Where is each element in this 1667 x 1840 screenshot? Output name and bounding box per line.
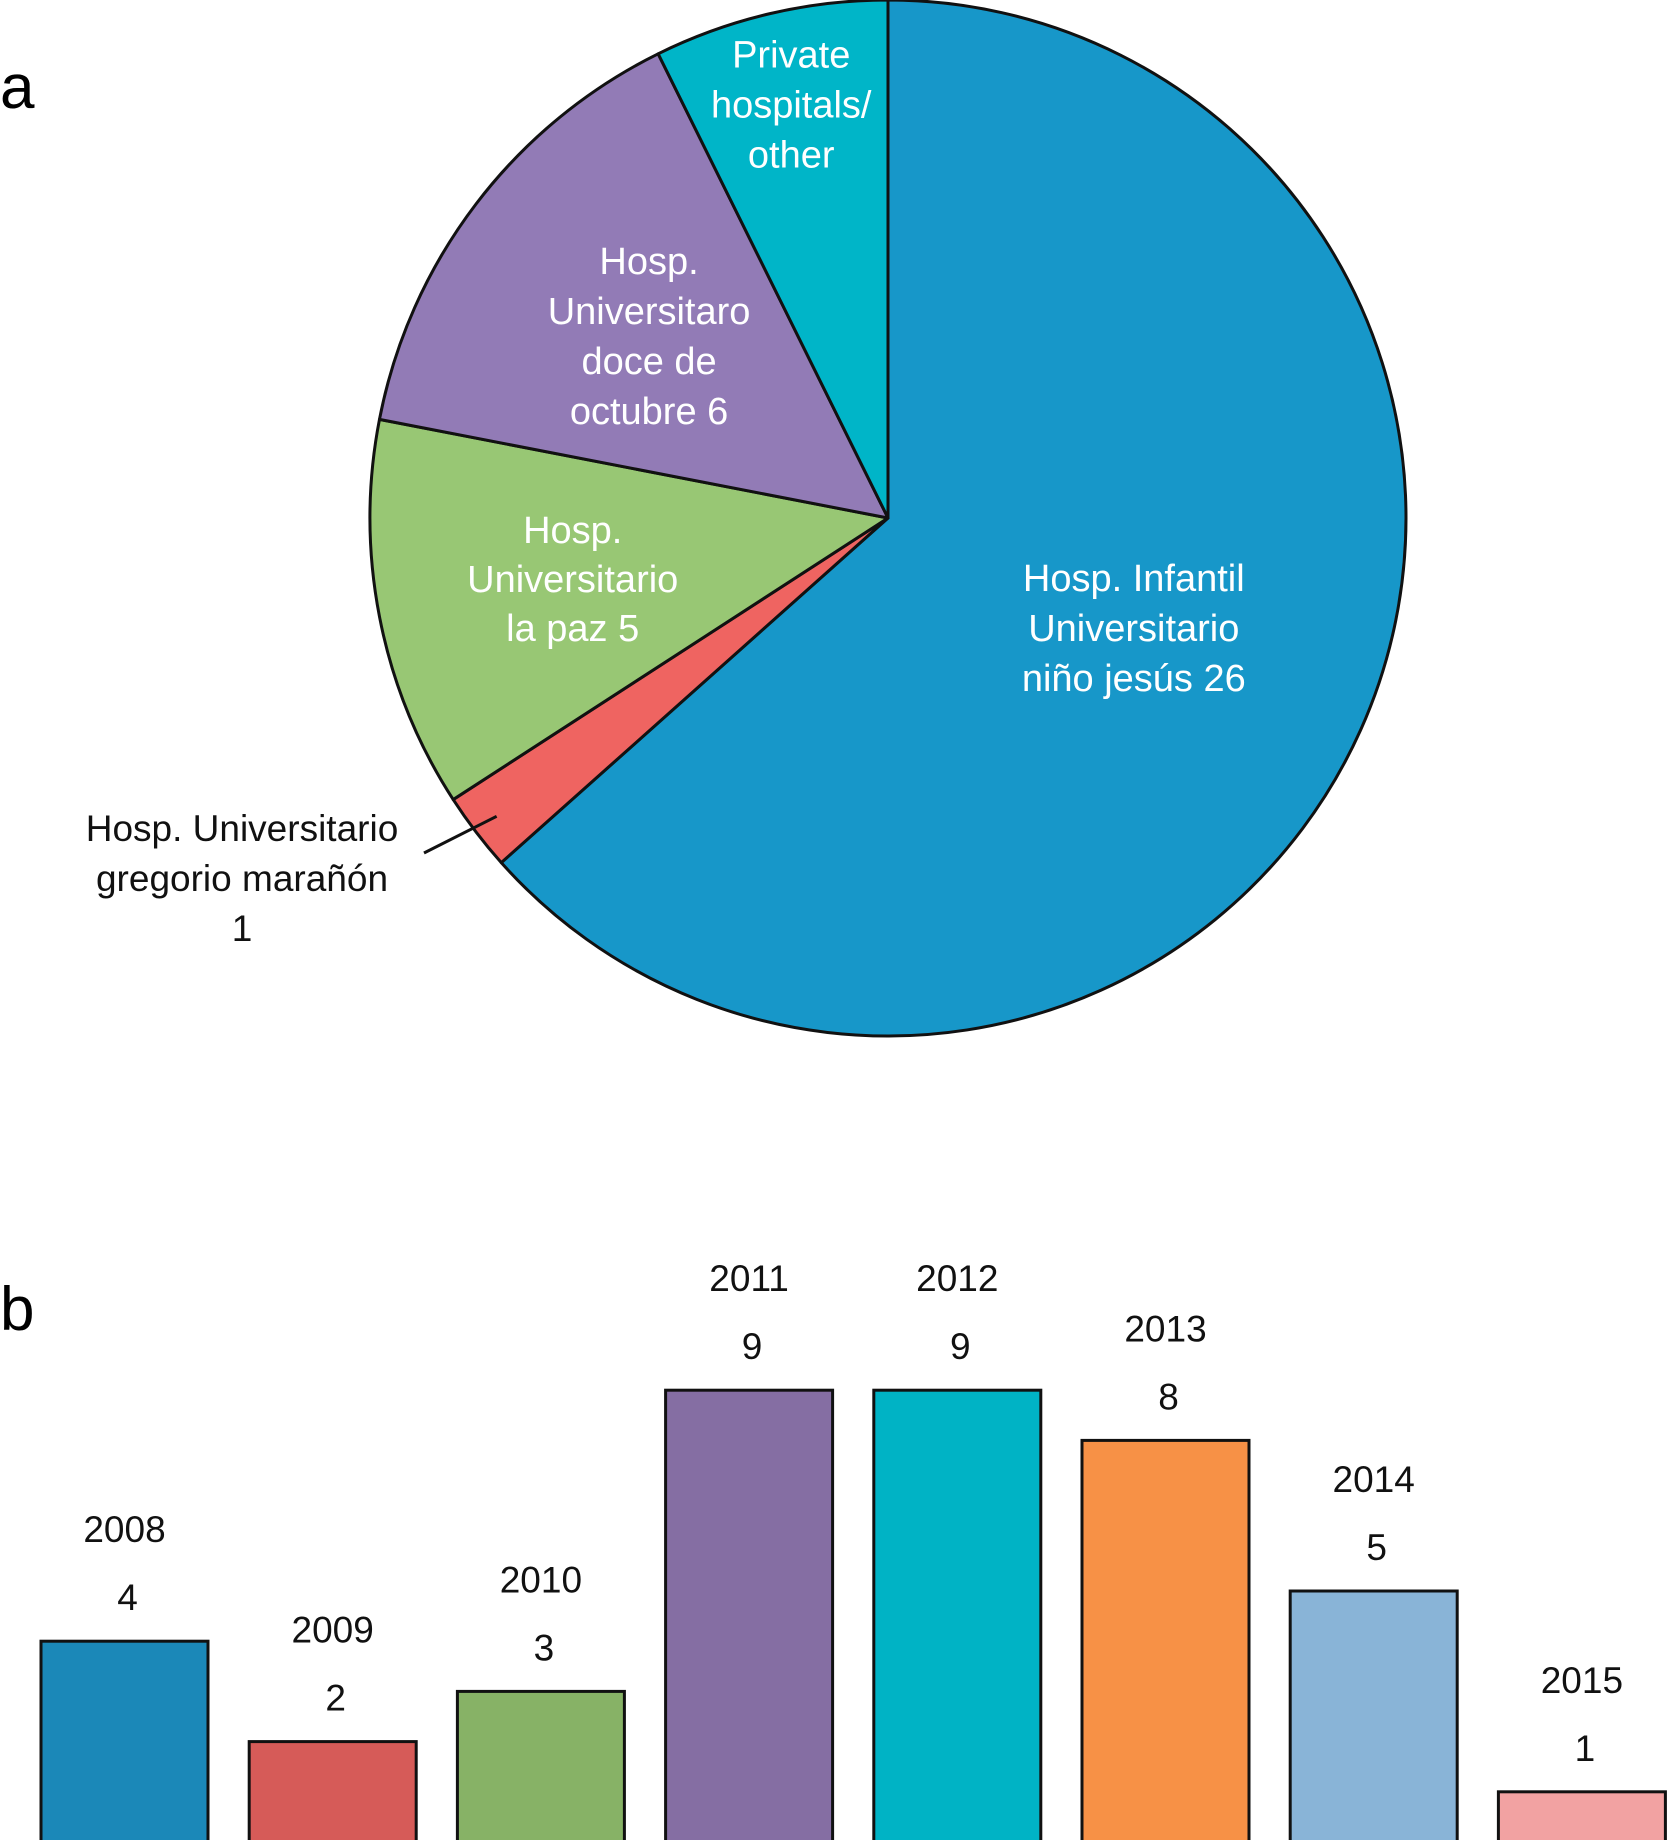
bar-2009 <box>247 1740 418 1840</box>
bar-value-label-2008: 4 <box>117 1577 138 1618</box>
pie-slice-label-4: Private hospitals/other <box>711 34 872 176</box>
pie-chart: Hosp. Infantil Universitario niño jesús 26… <box>86 0 1408 1038</box>
bar-2013 <box>1080 1438 1251 1840</box>
bar-category-label-2009: 2009 <box>292 1610 374 1651</box>
pie-slice-label-1: Hosp. Universitario gregorio marañón 1 <box>86 808 399 949</box>
panel-letter-b: b <box>0 1275 34 1344</box>
bar-category-label-2015: 2015 <box>1541 1660 1623 1701</box>
bar-value-label-2013: 8 <box>1158 1376 1179 1417</box>
pie-slice-3 <box>377 52 890 520</box>
panel-letter-a: a <box>0 53 35 122</box>
pie-slice-2 <box>368 417 890 802</box>
pie-slice-4 <box>656 0 890 520</box>
bar-category-label-2012: 2012 <box>916 1258 998 1299</box>
bar-value-label-2014: 5 <box>1366 1527 1387 1568</box>
pie-leader-line-1 <box>423 814 498 855</box>
bar-value-label-2015: 1 <box>1575 1728 1596 1769</box>
bar-category-label-2013: 2013 <box>1124 1308 1206 1349</box>
bar-2015 <box>1496 1790 1667 1840</box>
bar-2014 <box>1288 1589 1459 1840</box>
pie-slice-label-3: Hosp. Universitaro doce de octubre 6 <box>548 241 751 433</box>
bar-2011 <box>664 1388 835 1840</box>
bar-value-label-2010: 3 <box>534 1627 555 1668</box>
bar-2010 <box>455 1689 626 1840</box>
bar-2012 <box>872 1388 1043 1840</box>
bar-category-label-2014: 2014 <box>1333 1459 1415 1500</box>
bar-category-label-2008: 2008 <box>83 1509 165 1550</box>
bar-value-label-2012: 9 <box>950 1326 971 1367</box>
pie-slice-label-0: Hosp. Infantil Universitario niño jesús 26 <box>1022 558 1246 700</box>
bar-chart: 2008 4 2009 2 2010 3 2011 9 2012 9 2013 8 2014 5 2015 1 <box>39 1258 1667 1840</box>
bar-value-label-2011: 9 <box>742 1326 763 1367</box>
pie-slice-label-2: Hosp. Universitario la paz 5 <box>467 510 678 650</box>
bar-value-label-2009: 2 <box>325 1678 346 1719</box>
bar-category-label-2010: 2010 <box>500 1559 582 1600</box>
bar-2008 <box>39 1639 210 1840</box>
pie-slice-0 <box>499 0 1408 1038</box>
bar-category-label-2011: 2011 <box>709 1258 789 1299</box>
